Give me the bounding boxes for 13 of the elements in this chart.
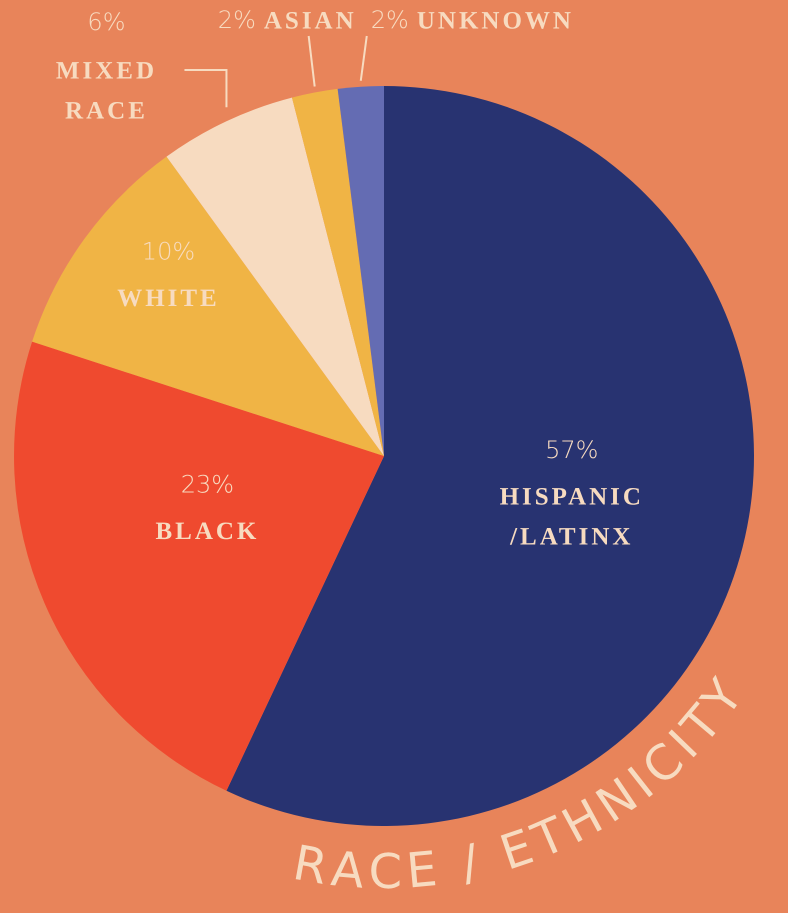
data-label: 10% (142, 238, 196, 266)
data-label: 2% (370, 6, 409, 34)
chart-title: RACE / ETHNICITY (289, 670, 754, 900)
slice-label: WHITE (117, 284, 220, 312)
data-label: 6% (87, 8, 126, 36)
slice-label: HISPANIC /LATINX (500, 483, 644, 550)
slice-label: MIXED RACE (56, 57, 158, 124)
data-label: 57% (545, 436, 598, 464)
slice-label: BLACK (155, 518, 260, 545)
data-label: 23% (180, 470, 234, 499)
slice-label: UNKNOWN (416, 7, 574, 34)
slice-label: ASIAN (264, 7, 357, 34)
data-label: 2% (218, 6, 256, 34)
